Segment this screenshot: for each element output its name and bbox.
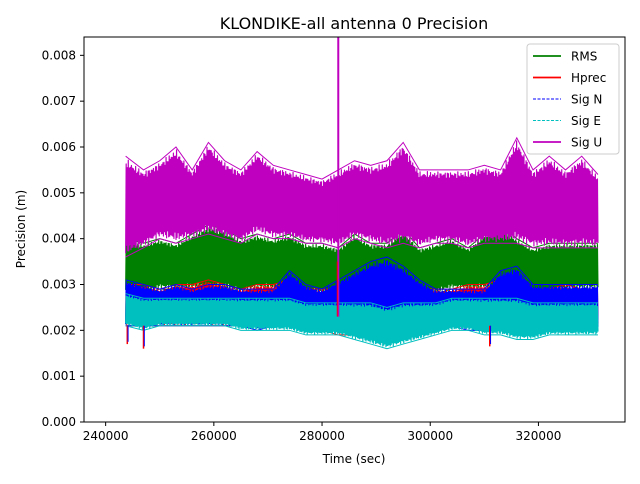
legend: RMS Hprec Sig N Sig E Sig U [526, 43, 620, 155]
series-trace-sig-e [125, 294, 599, 348]
series-lower-envelope [125, 233, 598, 258]
y-tick-label: 0.002 [42, 323, 76, 337]
x-tick-label: 320000 [516, 429, 562, 443]
y-tick-label: 0.007 [42, 94, 76, 108]
legend-label-sig-e: Sig E [571, 114, 601, 128]
y-tick-label: 0.000 [42, 415, 76, 429]
x-axis-label: Time (sec) [322, 452, 386, 466]
x-tick-label: 240000 [83, 429, 129, 443]
series-lower-envelope [125, 325, 598, 350]
axis-layer: 240000 260000 280000 300000 320000 0.000 0.001… [42, 36, 626, 443]
series-upper-envelope [125, 293, 598, 308]
legend-label-hprec: Hprec [571, 71, 606, 85]
y-tick-label: 0.008 [42, 48, 76, 62]
series-sig-e [125, 293, 599, 350]
series-upper-envelope [125, 136, 599, 180]
series-layer [125, 37, 599, 350]
series-trace-sig-u [125, 140, 599, 254]
x-tick-label: 280000 [299, 429, 345, 443]
chart-title: KLONDIKE-all antenna 0 Precision [220, 14, 488, 33]
series-upper-envelope [125, 256, 598, 290]
legend-label-sig-n: Sig N [571, 93, 602, 107]
y-tick-label: 0.006 [42, 140, 76, 154]
series-upper-envelope [125, 224, 598, 249]
y-tick-label: 0.004 [42, 232, 76, 246]
legend-label-sig-u: Sig U [571, 136, 602, 150]
y-tick-label: 0.003 [42, 278, 76, 292]
y-tick-label: 0.001 [42, 369, 76, 383]
series-sig-u [125, 136, 599, 258]
legend-label-rms: RMS [571, 50, 597, 64]
legend-box [526, 43, 620, 155]
y-tick-label: 0.005 [42, 186, 76, 200]
y-axis-label: Precision (m) [14, 190, 28, 268]
x-tick-label: 300000 [407, 429, 453, 443]
x-tick-label: 260000 [191, 429, 237, 443]
axes-frame [83, 36, 626, 423]
